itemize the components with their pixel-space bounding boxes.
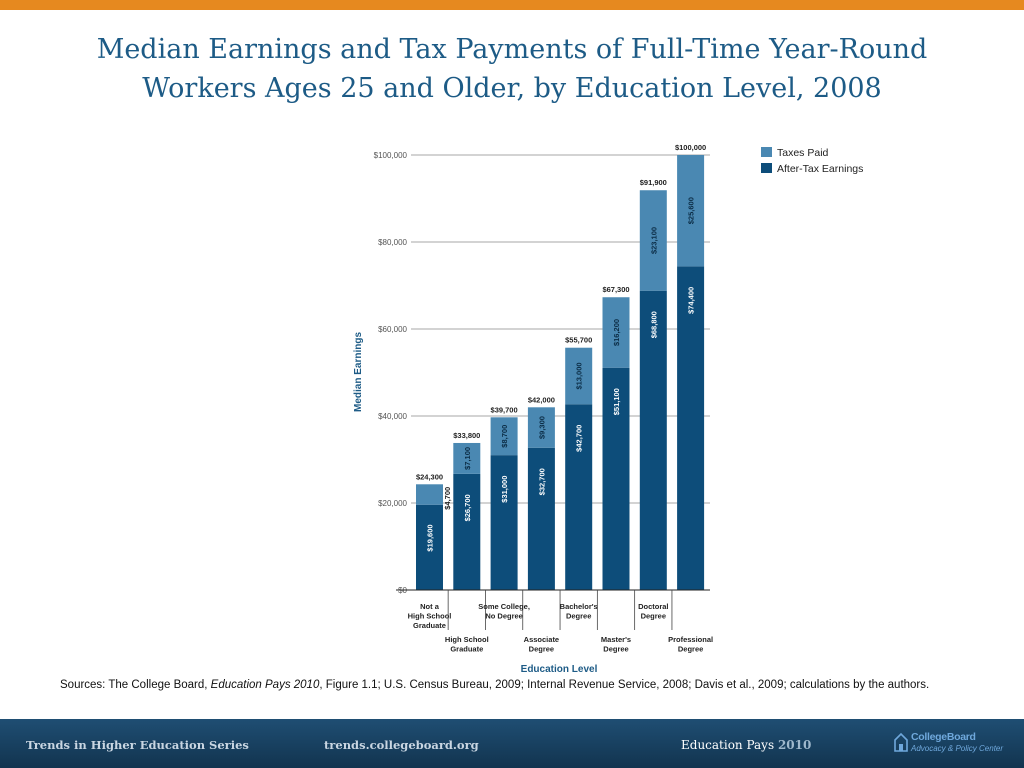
category-label: Some College,	[478, 602, 530, 611]
total-label: $39,700	[491, 405, 518, 414]
y-tick-label: $40,000	[378, 412, 407, 421]
footer-url-link[interactable]: trends.collegeboard.org	[324, 738, 479, 752]
bar-taxes-paid	[453, 442, 481, 474]
after-tax-value-label: $51,100	[612, 388, 621, 415]
logo-subtitle: Advocacy & Policy Center	[911, 744, 1004, 753]
category-label: Master's	[601, 635, 631, 644]
legend-swatch	[761, 163, 772, 173]
x-axis-title: Education Level	[521, 664, 598, 675]
category-label: Graduate	[413, 621, 446, 630]
category-label: Degree	[529, 645, 554, 654]
sources-title: Education Pays 2010	[210, 679, 320, 691]
taxes-value-label: $7,100	[463, 447, 472, 470]
category-label: Not a	[420, 602, 440, 611]
y-tick-label: $20,000	[378, 499, 407, 508]
slide-title-line-1: Median Earnings and Tax Payments of Full…	[96, 34, 928, 65]
stacked-bar-chart: $0$20,000$40,000$60,000$80,000$100,000Me…	[353, 143, 863, 675]
after-tax-value-label: $74,400	[687, 287, 696, 314]
logo-name: CollegeBoard	[911, 731, 976, 743]
bar-after-tax	[490, 455, 518, 590]
after-tax-value-label: $31,000	[500, 476, 509, 503]
taxes-value-label: $4,700	[443, 487, 452, 510]
slide-title-line-2: Workers Ages 25 and Older, by Education …	[142, 73, 882, 104]
after-tax-value-label: $26,700	[463, 494, 472, 521]
slide-title: Median Earnings and Tax Payments of Full…	[40, 30, 984, 108]
total-label: $24,300	[416, 472, 443, 481]
acorn-icon	[894, 732, 908, 752]
after-tax-value-label: $68,800	[649, 311, 658, 338]
y-axis-title: Median Earnings	[353, 332, 364, 412]
taxes-value-label: $9,300	[537, 416, 546, 439]
taxes-value-label: $13,000	[575, 362, 584, 389]
bar-after-tax	[565, 404, 593, 590]
total-label: $55,700	[565, 336, 592, 345]
total-label: $33,800	[453, 431, 480, 440]
publication-name: Education Pays	[681, 738, 775, 752]
bar-after-tax	[453, 473, 481, 590]
bar-after-tax	[639, 290, 667, 590]
bar-taxes-paid	[416, 484, 443, 505]
taxes-value-label: $25,600	[687, 197, 696, 224]
legend-swatch	[761, 147, 772, 157]
publication-year: 2010	[777, 738, 812, 752]
sources-prefix: Sources: The College Board,	[60, 679, 211, 691]
total-label: $67,300	[602, 285, 629, 294]
sources-suffix: , Figure 1.1; U.S. Census Bureau, 2009; …	[319, 679, 930, 691]
taxes-value-label: $8,700	[500, 425, 509, 448]
bar-taxes-paid	[527, 407, 555, 448]
bar-after-tax	[602, 367, 630, 590]
category-label: Doctoral	[638, 602, 668, 611]
category-label: Bachelor's	[560, 602, 598, 611]
total-label: $91,900	[640, 178, 667, 187]
category-label: Degree	[603, 645, 628, 654]
footer-band	[0, 719, 1024, 768]
taxes-value-label: $16,200	[612, 319, 621, 346]
category-label: Degree	[566, 612, 591, 621]
top-accent-bar	[0, 0, 1024, 10]
y-tick-label: $80,000	[378, 238, 407, 247]
bar-after-tax	[527, 447, 555, 590]
category-label: Degree	[678, 645, 703, 654]
y-tick-label: $100,000	[374, 151, 408, 160]
collegeboard-logo[interactable]: CollegeBoard Advocacy & Policy Center	[893, 729, 1013, 759]
legend-label: After-Tax Earnings	[777, 163, 863, 175]
after-tax-value-label: $19,600	[426, 524, 435, 551]
category-label: Graduate	[450, 645, 483, 654]
category-label: Associate	[524, 635, 559, 644]
bar-taxes-paid	[639, 190, 667, 291]
legend-label: Taxes Paid	[777, 147, 829, 159]
y-tick-label: $60,000	[378, 325, 407, 334]
footer-series-text: Trends in Higher Education Series	[26, 738, 249, 752]
bar-taxes-paid	[677, 155, 705, 267]
after-tax-value-label: $32,700	[537, 468, 546, 495]
bar-after-tax	[416, 504, 443, 590]
bar-taxes-paid	[565, 347, 593, 405]
category-label: High School	[408, 612, 452, 621]
total-label: $100,000	[675, 143, 706, 152]
after-tax-value-label: $42,700	[575, 425, 584, 452]
category-label: High School	[445, 635, 489, 644]
category-label: No Degree	[485, 612, 523, 621]
footer-publication: Education Pays 2010	[681, 738, 811, 752]
total-label: $42,000	[528, 395, 555, 404]
bar-after-tax	[677, 266, 705, 590]
taxes-value-label: $23,100	[649, 227, 658, 254]
sources-note: Sources: The College Board, Education Pa…	[60, 678, 980, 693]
bar-taxes-paid	[602, 297, 630, 368]
bar-taxes-paid	[490, 417, 518, 456]
category-label: Degree	[641, 612, 666, 621]
category-label: Professional	[668, 635, 713, 644]
